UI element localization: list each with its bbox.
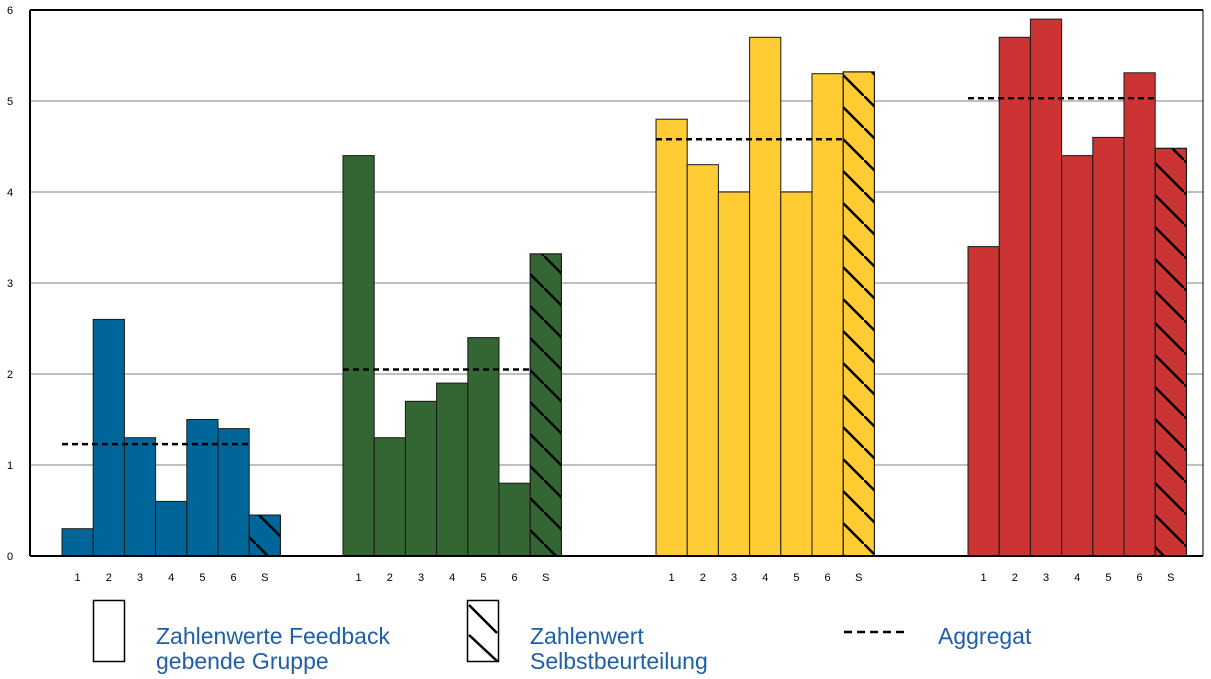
x-tick-label: 3 bbox=[1043, 572, 1049, 584]
feedback-bar bbox=[998, 36, 1031, 557]
y-tick-label: 0 bbox=[7, 551, 13, 563]
x-tick-label: 2 bbox=[387, 572, 393, 584]
feedback-bar bbox=[123, 437, 157, 557]
x-tick-label: 3 bbox=[137, 572, 143, 584]
x-tick-label: 4 bbox=[762, 572, 768, 584]
x-tick-label: 1 bbox=[669, 572, 675, 584]
x-tick-label: 4 bbox=[449, 572, 455, 584]
y-tick-label: 4 bbox=[7, 187, 13, 199]
self-assessment-hatch bbox=[248, 514, 281, 557]
feedback-bar bbox=[342, 155, 375, 557]
feedback-bar bbox=[1061, 155, 1094, 557]
x-tick-label: 6 bbox=[512, 572, 518, 584]
x-tick-label: S bbox=[855, 572, 862, 584]
x-tick-label: 3 bbox=[731, 572, 737, 584]
x-tick-label: S bbox=[1167, 572, 1174, 584]
feedback-bar bbox=[498, 482, 531, 557]
self-assessment-hatch bbox=[842, 71, 875, 557]
x-tick-label: 4 bbox=[168, 572, 174, 584]
x-tick-label: 6 bbox=[825, 572, 831, 584]
y-tick-label: 1 bbox=[7, 460, 13, 472]
legend-feedback-line1: Zahlenwerte Feedback bbox=[156, 623, 390, 649]
self-assessment-hatch bbox=[529, 253, 562, 557]
feedback-bar bbox=[1092, 136, 1125, 557]
bar-chart: 0 1 2 3 4 5 6 1 2 3 4 5 6 S 1 2 3 4 5 6 S 1 2 3 4 5 6 S 1 2 3 4 5 6 S bbox=[7, 5, 1204, 584]
feedback-bar bbox=[780, 191, 813, 557]
feedback-bar bbox=[717, 191, 751, 557]
feedback-bar bbox=[217, 428, 250, 557]
feedback-bar bbox=[92, 318, 125, 557]
x-tick-label: 2 bbox=[700, 572, 706, 584]
x-tick-label: 5 bbox=[199, 572, 205, 584]
legend-aggregate-label: Aggregat bbox=[938, 624, 1031, 649]
feedback-bar bbox=[186, 419, 219, 557]
feedback-bar bbox=[436, 382, 469, 557]
feedback-bar bbox=[967, 246, 1000, 557]
legend-self-label: Zahlenwert Selbstbeurteilung bbox=[530, 624, 708, 674]
feedback-bar bbox=[1029, 18, 1063, 557]
legend-self-icon bbox=[466, 599, 500, 663]
feedback-bar bbox=[811, 73, 844, 557]
feedback-bar bbox=[61, 528, 94, 557]
legend-aggregate-line1: Aggregat bbox=[938, 623, 1032, 649]
x-tick-label: 4 bbox=[1074, 572, 1080, 584]
x-tick-label: 2 bbox=[106, 572, 112, 584]
y-tick-label: 5 bbox=[7, 96, 13, 108]
legend-aggregate-icon bbox=[844, 630, 906, 634]
x-tick-label: 1 bbox=[356, 572, 362, 584]
y-tick-label: 6 bbox=[7, 5, 13, 17]
y-tick-label: 3 bbox=[7, 278, 13, 290]
x-tick-label: 1 bbox=[981, 572, 987, 584]
legend-feedback-label: Zahlenwerte Feedback gebende Gruppe bbox=[156, 624, 390, 674]
legend-feedback-icon bbox=[92, 599, 126, 663]
feedback-bar bbox=[404, 400, 438, 557]
feedback-bar bbox=[749, 36, 782, 557]
legend-self-line2: Selbstbeurteilung bbox=[530, 648, 708, 674]
x-tick-label: 6 bbox=[1137, 572, 1143, 584]
feedback-bar bbox=[655, 118, 688, 557]
feedback-bar bbox=[686, 164, 719, 557]
legend-feedback-line2: gebende Gruppe bbox=[156, 648, 329, 674]
self-assessment-hatch bbox=[1154, 147, 1187, 557]
feedback-bar bbox=[155, 500, 188, 557]
legend-self-line1: Zahlenwert bbox=[530, 623, 644, 649]
x-tick-label: S bbox=[261, 572, 268, 584]
x-tick-label: 1 bbox=[75, 572, 81, 584]
x-tick-label: 5 bbox=[1105, 572, 1111, 584]
x-tick-label: 5 bbox=[793, 572, 799, 584]
x-tick-label: S bbox=[542, 572, 549, 584]
y-tick-label: 2 bbox=[7, 369, 13, 381]
x-tick-label: 3 bbox=[418, 572, 424, 584]
feedback-bar bbox=[373, 437, 406, 557]
feedback-bar bbox=[1123, 72, 1156, 557]
x-tick-label: 6 bbox=[231, 572, 237, 584]
x-tick-label: 2 bbox=[1012, 572, 1018, 584]
x-tick-label: 5 bbox=[480, 572, 486, 584]
